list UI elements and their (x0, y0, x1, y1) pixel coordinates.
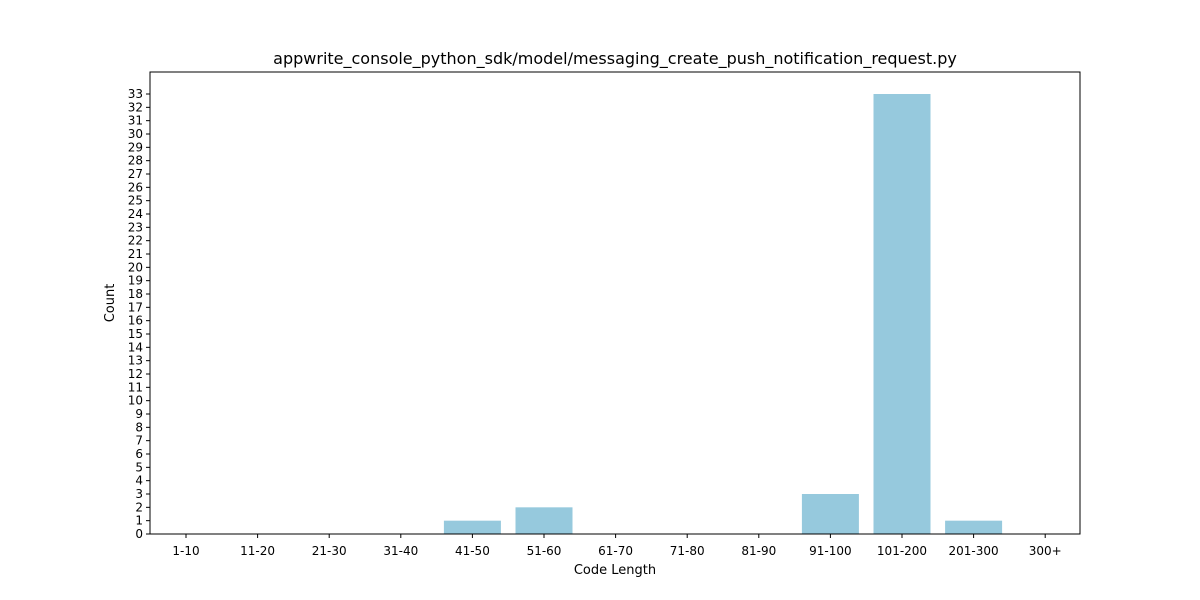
y-tick-label: 16 (128, 314, 143, 328)
bar-101-200 (873, 94, 931, 534)
bar-series (443, 94, 1003, 534)
axes (149, 71, 1081, 535)
y-tick-label: 12 (128, 367, 143, 381)
x-tick-label: 11-20 (240, 544, 275, 558)
y-tick-label: 33 (128, 87, 143, 101)
x-axis-ticks: 1-10 11-20 21-30 31-40 41-50 51-60 61-70 71-80 8… (172, 534, 1062, 558)
x-tick-label: 91-100 (809, 544, 852, 558)
y-tick-label: 25 (128, 194, 143, 208)
y-tick-label: 5 (135, 460, 143, 474)
x-tick-label: 201-300 (949, 544, 999, 558)
y-tick-label: 3 (135, 487, 143, 501)
y-tick-label: 11 (128, 380, 143, 394)
y-tick-label: 6 (135, 447, 143, 461)
x-tick-label: 51-60 (527, 544, 562, 558)
y-tick-label: 31 (128, 114, 143, 128)
y-tick-label: 24 (128, 207, 143, 221)
y-tick-label: 10 (128, 394, 143, 408)
x-tick-label: 1-10 (172, 544, 199, 558)
y-tick-label: 7 (135, 434, 143, 448)
bar-91-100 (801, 494, 859, 534)
y-tick-label: 9 (135, 407, 143, 421)
x-tick-label: 300+ (1029, 544, 1062, 558)
x-tick-label: 81-90 (741, 544, 776, 558)
x-tick-label: 31-40 (383, 544, 418, 558)
y-tick-label: 21 (128, 247, 143, 261)
y-tick-label: 18 (128, 287, 143, 301)
bar-41-50 (443, 520, 501, 534)
y-tick-label: 27 (128, 167, 143, 181)
y-tick-label: 1 (135, 514, 143, 528)
y-tick-label: 2 (135, 500, 143, 514)
y-tick-label: 32 (128, 100, 143, 114)
x-tick-label: 21-30 (312, 544, 347, 558)
y-tick-label: 0 (135, 527, 143, 541)
y-tick-label: 26 (128, 180, 143, 194)
x-tick-label: 41-50 (455, 544, 490, 558)
y-tick-label: 28 (128, 154, 143, 168)
x-tick-label: 101-200 (877, 544, 927, 558)
bar-51-60 (515, 507, 573, 534)
y-axis-ticks: 0123456789101112131415161718192021222324… (128, 87, 150, 541)
y-tick-label: 14 (128, 340, 143, 354)
x-axis-label: Code Length (574, 563, 656, 578)
y-tick-label: 20 (128, 260, 143, 274)
y-tick-label: 29 (128, 140, 143, 154)
x-tick-label: 61-70 (598, 544, 633, 558)
y-tick-label: 30 (128, 127, 143, 141)
y-tick-label: 13 (128, 354, 143, 368)
y-tick-label: 17 (128, 300, 143, 314)
y-tick-label: 8 (135, 420, 143, 434)
y-axis-label: Count (103, 284, 118, 323)
chart-title: appwrite_console_python_sdk/model/messag… (273, 49, 957, 69)
bar-201-300 (945, 520, 1003, 534)
plot-frame (149, 71, 1081, 535)
y-tick-label: 15 (128, 327, 143, 341)
y-tick-label: 4 (135, 474, 143, 488)
y-tick-label: 22 (128, 234, 143, 248)
y-tick-label: 23 (128, 220, 143, 234)
x-tick-label: 71-80 (670, 544, 705, 558)
y-tick-label: 19 (128, 274, 143, 288)
